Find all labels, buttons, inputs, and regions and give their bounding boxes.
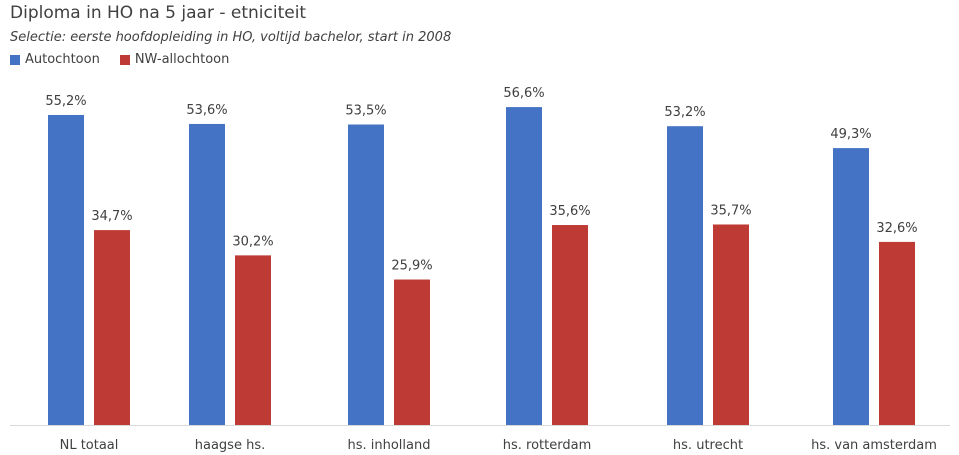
chart-legend: Autochtoon NW-allochtoon [10,52,249,67]
data-label-nw-allochtoon-hs-rotterdam: 35,6% [549,204,590,219]
bar-nw-allochtoon-nl-totaal [94,230,130,425]
data-label-nw-allochtoon-nl-totaal: 34,7% [91,209,132,224]
chart-title: Diploma in HO na 5 jaar - etniciteit [10,3,307,23]
bar-autochtoon-nl-totaal [48,114,84,426]
data-label-autochtoon-hs-van-amsterdam: 49,3% [830,127,871,142]
bar-nw-allochtoon-haagse-hs [235,255,271,425]
data-label-nw-allochtoon-haagse-hs: 30,2% [232,234,273,249]
legend-item-autochtoon: Autochtoon [10,52,100,67]
bar-autochtoon-hs-utrecht [667,126,703,426]
legend-label-nw-allochtoon: NW-allochtoon [134,52,230,67]
legend-swatch-autochtoon [10,54,20,65]
data-label-autochtoon-haagse-hs: 53,6% [186,103,227,118]
x-tick-label-haagse-hs: haagse hs. [195,438,265,453]
x-tick-label-hs-inholland: hs. inholland [347,438,430,453]
x-tick-label-hs-utrecht: hs. utrecht [673,438,743,453]
data-label-nw-allochtoon-hs-inholland: 25,9% [391,259,432,274]
bar-autochtoon-hs-rotterdam [506,107,542,425]
x-tick-label-hs-rotterdam: hs. rotterdam [503,438,591,453]
bar-autochtoon-hs-inholland [348,124,384,425]
data-label-nw-allochtoon-hs-van-amsterdam: 32,6% [876,221,917,236]
bar-autochtoon-hs-van-amsterdam [833,148,869,425]
bar-autochtoon-haagse-hs [189,123,225,426]
legend-swatch-nw-allochtoon [119,54,130,65]
bar-nw-allochtoon-hs-inholland [394,279,430,425]
data-label-autochtoon-nl-totaal: 55,2% [45,94,86,109]
data-label-autochtoon-hs-rotterdam: 56,6% [503,86,544,101]
data-label-nw-allochtoon-hs-utrecht: 35,7% [710,203,751,218]
bar-nw-allochtoon-hs-van-amsterdam [879,241,915,425]
legend-label-autochtoon: Autochtoon [25,52,100,67]
legend-item-nw-allochtoon: NW-allochtoon [119,52,230,67]
data-label-autochtoon-hs-utrecht: 53,2% [664,105,705,120]
bar-nw-allochtoon-hs-utrecht [713,224,749,425]
chart-subtitle: Selectie: eerste hoofdopleiding in HO, v… [10,30,452,45]
data-label-autochtoon-hs-inholland: 53,5% [345,104,386,119]
x-tick-label-nl-totaal: NL totaal [60,438,119,453]
bar-nw-allochtoon-hs-rotterdam [552,225,588,425]
x-tick-label-hs-van-amsterdam: hs. van amsterdam [811,438,937,453]
